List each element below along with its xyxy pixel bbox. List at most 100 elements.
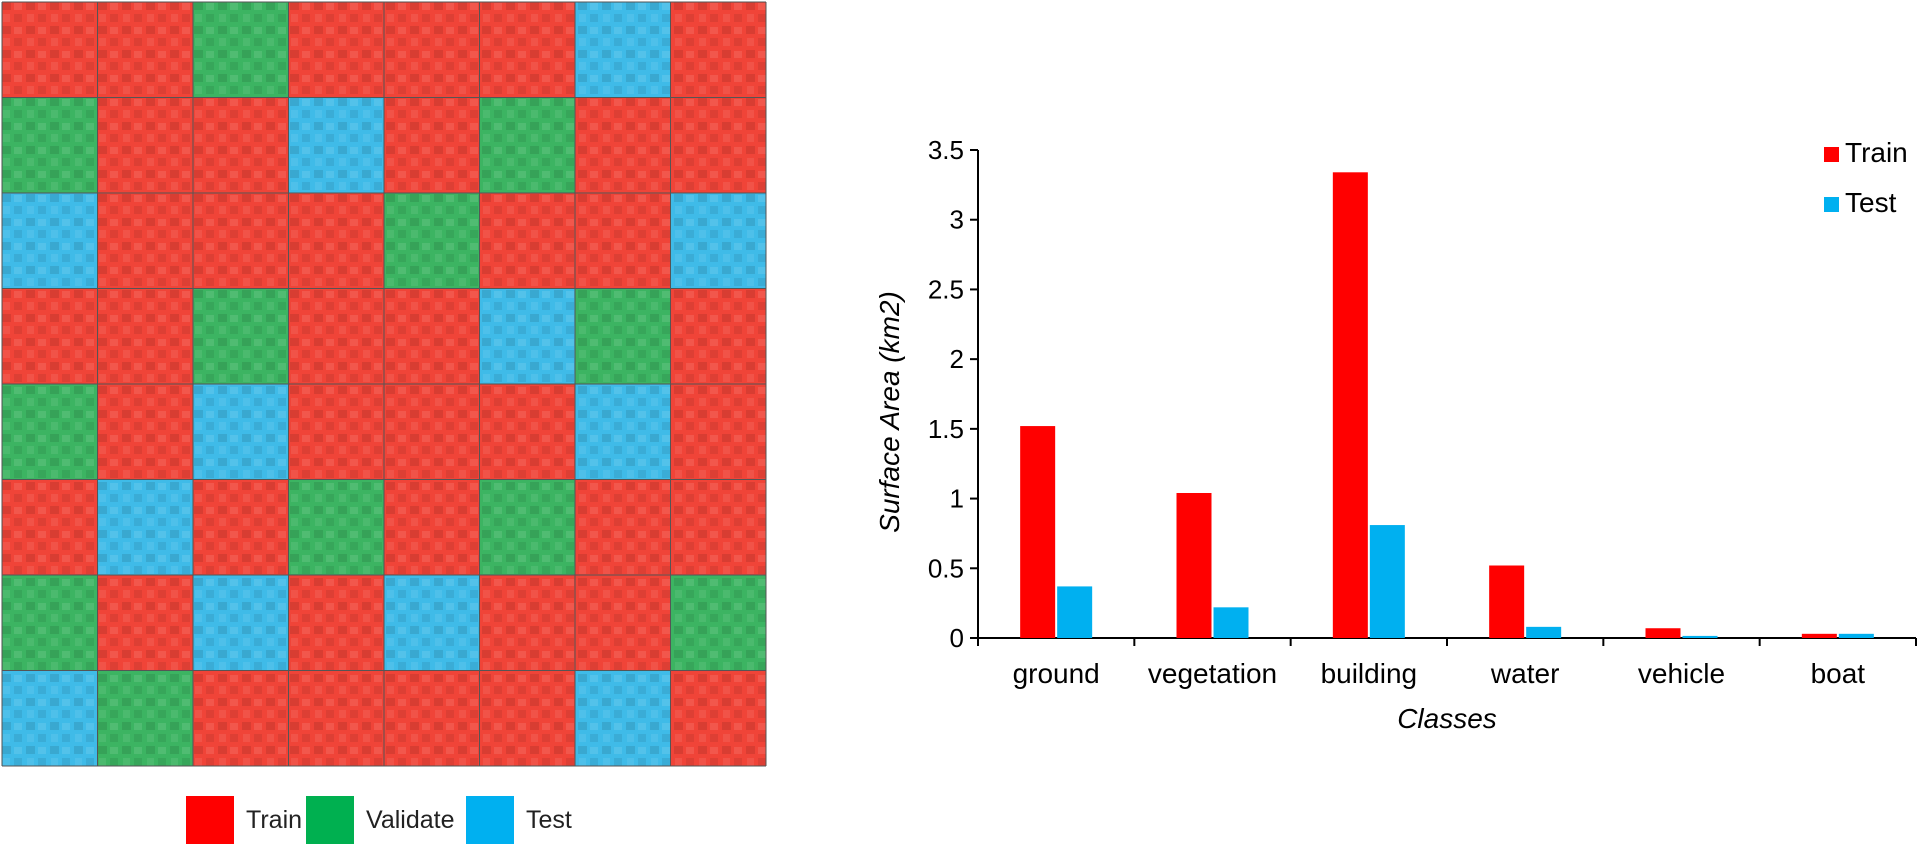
legend-swatch-test (466, 796, 514, 844)
y-tick-label: 0.5 (928, 553, 964, 583)
tile-texture (288, 2, 384, 98)
x-tick-label-vegetation: vegetation (1148, 658, 1277, 689)
tile-texture (97, 670, 193, 766)
y-tick-label: 2 (950, 344, 964, 374)
tile-texture (193, 384, 289, 480)
y-tick-label: 3.5 (928, 135, 964, 165)
tile-texture (479, 193, 575, 289)
tile-texture (670, 2, 766, 98)
bar-train-boat (1801, 633, 1837, 638)
tile-texture (193, 2, 289, 98)
legend-label-test: Test (1845, 187, 1897, 218)
y-tick-label: 1.5 (928, 414, 964, 444)
tile-texture (384, 670, 480, 766)
tile-texture (2, 479, 98, 575)
tile-texture (193, 575, 289, 671)
tile-texture (670, 97, 766, 193)
tile-texture (479, 575, 575, 671)
tile-texture (575, 2, 671, 98)
legend-swatch-validate (306, 796, 354, 844)
x-tick-label-water: water (1490, 658, 1559, 689)
tile-texture (670, 575, 766, 671)
bar-train-building (1332, 172, 1368, 638)
tile-texture (384, 575, 480, 671)
tile-texture (575, 670, 671, 766)
legend-item-test: Test (466, 795, 572, 845)
tile-texture (97, 288, 193, 384)
tile-texture (97, 2, 193, 98)
legend-label-validate: Validate (366, 805, 455, 834)
tile-texture (2, 2, 98, 98)
y-tick-label: 1 (950, 484, 964, 514)
x-axis-title: Classes (1397, 703, 1497, 734)
bar-test-vegetation (1213, 607, 1249, 638)
bar-train-vegetation (1176, 492, 1212, 638)
tile-texture (670, 479, 766, 575)
tile-texture (384, 2, 480, 98)
tile-texture (479, 479, 575, 575)
bar-test-ground (1057, 586, 1093, 638)
bar-train-water (1489, 565, 1525, 638)
tile-texture (479, 384, 575, 480)
tile-texture (193, 670, 289, 766)
tile-texture (193, 479, 289, 575)
tile-texture (575, 575, 671, 671)
tile-texture (575, 479, 671, 575)
tile-texture (97, 97, 193, 193)
tile-texture (479, 670, 575, 766)
tile-texture (479, 288, 575, 384)
tile-texture (575, 288, 671, 384)
tile-texture (384, 288, 480, 384)
bar-test-water (1526, 626, 1562, 638)
tile-texture (670, 670, 766, 766)
tile-texture (288, 384, 384, 480)
y-axis-title: Surface Area (km2) (874, 291, 905, 533)
tile-texture (575, 97, 671, 193)
tile-texture (288, 97, 384, 193)
tile-texture (288, 575, 384, 671)
tile-texture (193, 288, 289, 384)
tile-texture (193, 97, 289, 193)
tile-texture (670, 288, 766, 384)
tile-texture (288, 193, 384, 289)
y-tick-label: 0 (950, 623, 964, 653)
tile-texture (575, 193, 671, 289)
tile-texture (288, 479, 384, 575)
bar-test-vehicle (1682, 635, 1718, 638)
tile-texture (2, 97, 98, 193)
tile-texture (670, 193, 766, 289)
tile-texture (384, 384, 480, 480)
x-tick-label-building: building (1321, 658, 1418, 689)
x-tick-label-ground: ground (1013, 658, 1100, 689)
tile-texture (288, 670, 384, 766)
bar-train-vehicle (1645, 628, 1681, 638)
tile-texture (193, 193, 289, 289)
tile-texture (670, 384, 766, 480)
bar-test-building (1369, 525, 1405, 638)
tile-texture (97, 479, 193, 575)
tile-texture (2, 575, 98, 671)
bar-train-ground (1020, 426, 1056, 638)
x-tick-label-vehicle: vehicle (1638, 658, 1725, 689)
legend-item-validate: Validate (306, 795, 455, 845)
tile-texture (384, 193, 480, 289)
tile-texture (2, 193, 98, 289)
legend-swatch-train (186, 796, 234, 844)
tile-texture (97, 193, 193, 289)
x-tick-label-boat: boat (1811, 658, 1866, 689)
legend-label-train: Train (246, 805, 303, 834)
legend-label-test: Test (526, 805, 572, 834)
tile-texture (479, 97, 575, 193)
tile-texture (384, 97, 480, 193)
tile-texture (2, 384, 98, 480)
tile-texture (575, 384, 671, 480)
tile-texture (2, 288, 98, 384)
map-legend: Train Validate Test (0, 795, 768, 855)
split-map (0, 0, 768, 768)
legend-label-train: Train (1845, 137, 1908, 168)
bar-test-boat (1838, 633, 1874, 638)
tile-texture (384, 479, 480, 575)
y-tick-label: 3 (950, 205, 964, 235)
tile-texture (97, 575, 193, 671)
